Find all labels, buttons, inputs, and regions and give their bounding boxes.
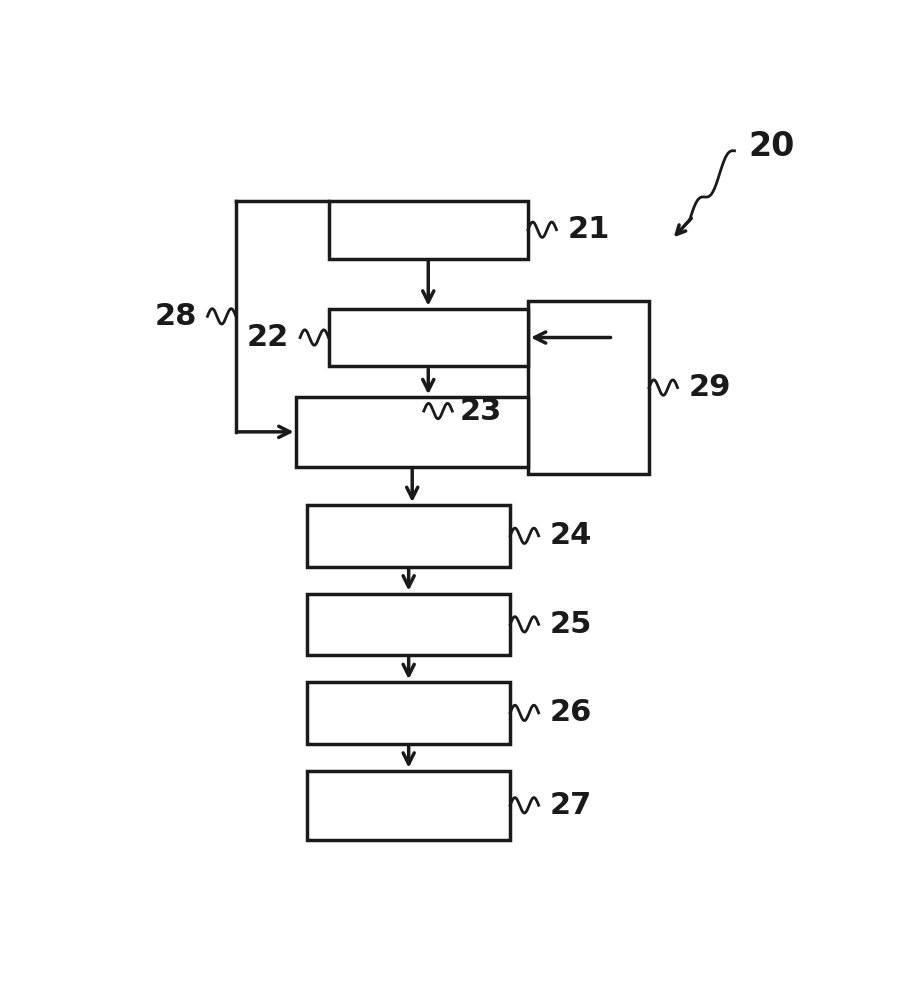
Bar	[307, 594, 510, 655]
Bar	[297, 397, 528, 466]
Text: 22: 22	[247, 323, 289, 352]
Text: 20: 20	[749, 130, 795, 163]
Bar	[329, 309, 528, 366]
Text: 28: 28	[154, 302, 197, 331]
Bar	[329, 201, 528, 259]
Bar	[307, 682, 510, 744]
Text: 24: 24	[550, 521, 592, 550]
Bar	[528, 301, 649, 474]
Text: 27: 27	[550, 791, 592, 820]
Text: 23: 23	[460, 397, 502, 426]
Bar	[307, 505, 510, 567]
Text: 25: 25	[550, 610, 592, 639]
Bar	[307, 771, 510, 840]
Text: 29: 29	[688, 373, 731, 402]
Text: 21: 21	[567, 215, 609, 244]
Text: 26: 26	[550, 698, 592, 727]
